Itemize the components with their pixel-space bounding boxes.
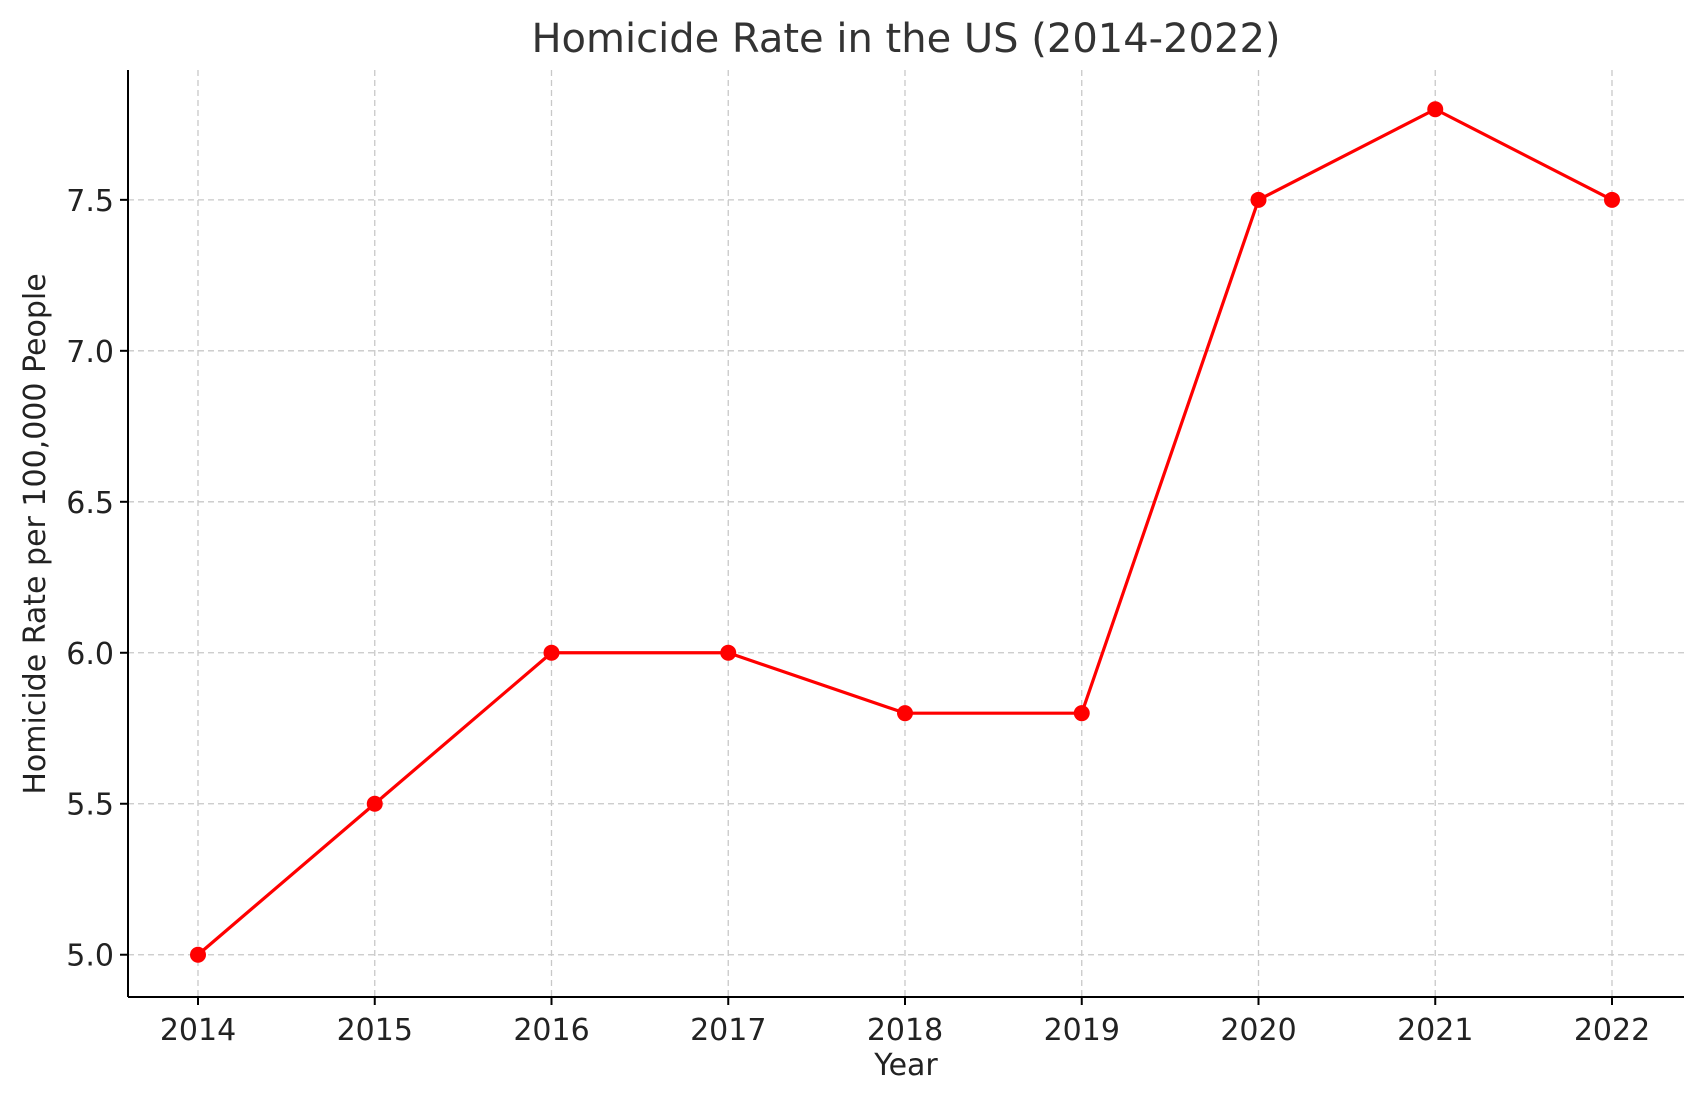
grid-layer: [128, 70, 1684, 997]
x-tick-label: 2017: [690, 1013, 766, 1048]
data-point: [1250, 191, 1267, 208]
y-tick-label: 7.5: [66, 184, 114, 219]
y-tick-label: 5.5: [66, 788, 114, 823]
x-axis-label: Year: [873, 1048, 938, 1083]
data-point: [1427, 101, 1444, 118]
x-tick-label: 2019: [1044, 1013, 1120, 1048]
x-tick-label: 2018: [867, 1013, 943, 1048]
x-tick-label: 2014: [160, 1013, 236, 1048]
data-point: [720, 644, 737, 661]
y-tick-label: 6.0: [66, 637, 114, 672]
data-point: [1073, 705, 1090, 722]
x-tick-label: 2020: [1220, 1013, 1296, 1048]
ticks-layer: 2014 2015 2016 2017 2018 2019 2020 2021 2022 5.0 5…: [66, 184, 1650, 1048]
data-point: [543, 644, 560, 661]
series-layer: [190, 101, 1620, 963]
x-tick-label: 2016: [513, 1013, 589, 1048]
x-tick-label: 2021: [1397, 1013, 1473, 1048]
data-point: [366, 795, 383, 812]
y-tick-label: 6.5: [66, 486, 114, 521]
data-point: [897, 705, 913, 722]
axes-layer: [127, 70, 1684, 998]
data-point: [190, 946, 206, 963]
y-tick-label: 5.0: [66, 939, 114, 974]
x-tick-label: 2022: [1574, 1013, 1650, 1048]
data-point: [1604, 191, 1620, 208]
x-tick-label: 2015: [337, 1013, 413, 1048]
chart-title: Homicide Rate in the US (2014-2022): [531, 16, 1280, 62]
y-tick-label: 7.0: [66, 335, 114, 370]
y-axis-label: Homicide Rate per 100,000 People: [18, 273, 53, 794]
